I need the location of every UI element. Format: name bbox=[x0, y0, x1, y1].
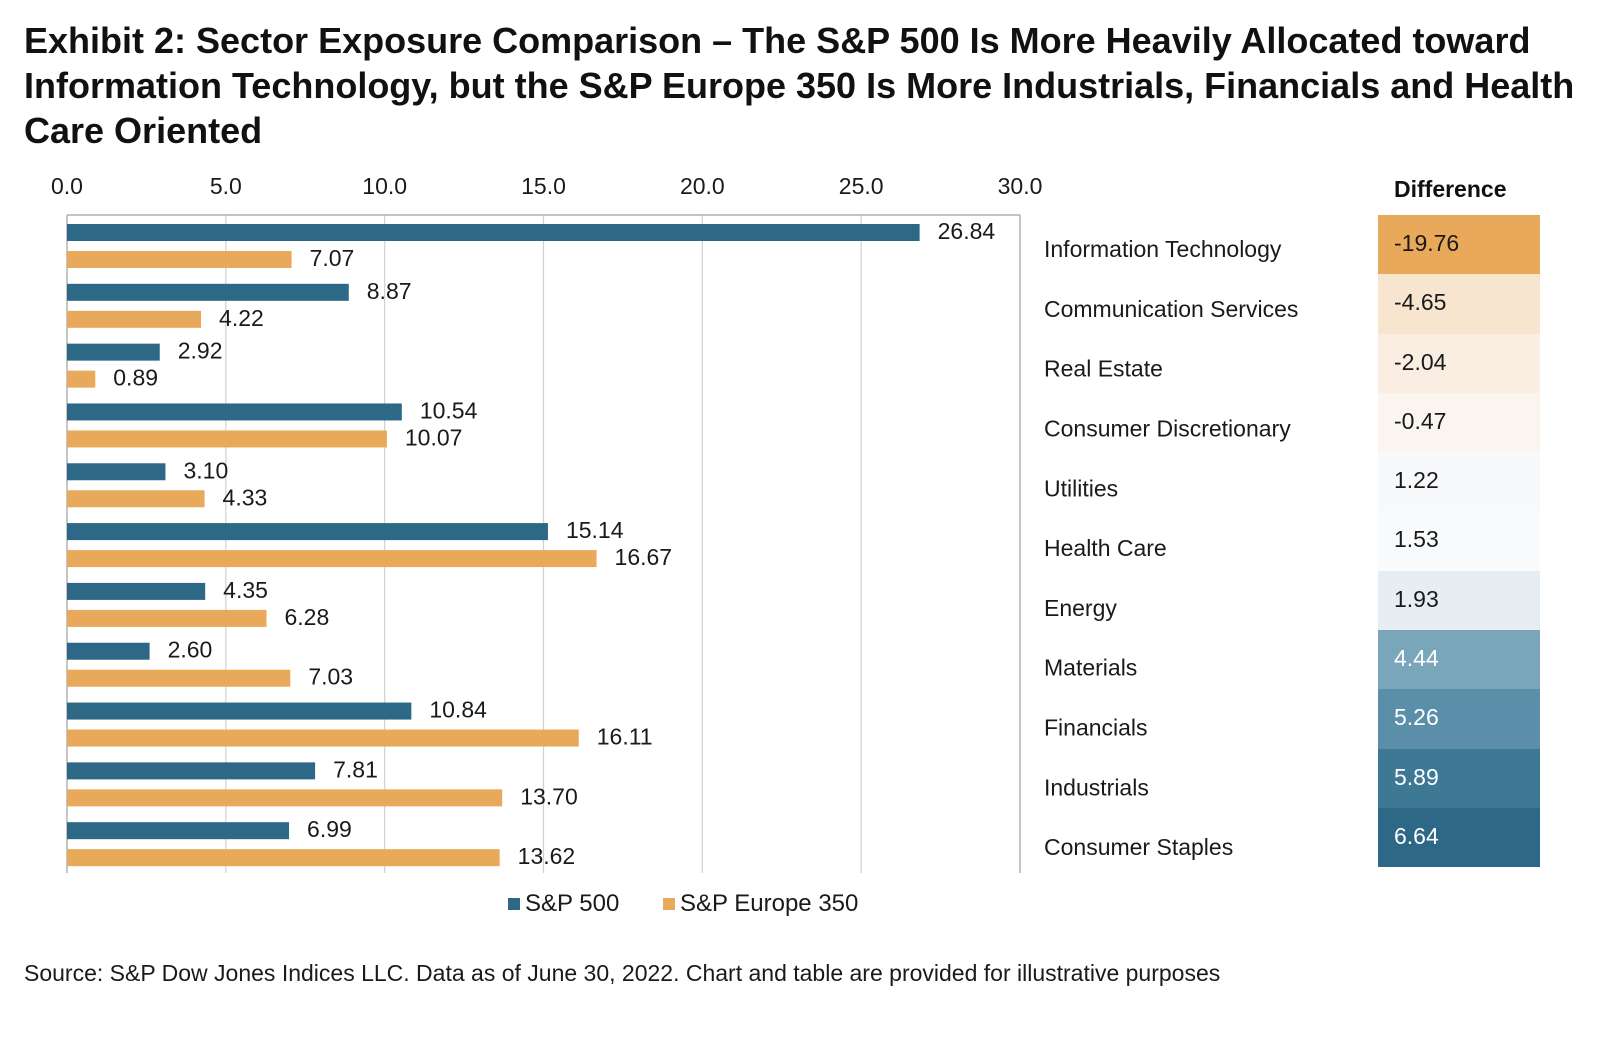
difference-value: 1.93 bbox=[1394, 585, 1439, 612]
bar-sp500 bbox=[67, 642, 150, 660]
category-label: Consumer Staples bbox=[1044, 834, 1233, 860]
difference-table: -19.76 -4.65 -2.04 -0.47 1.22 1.53 1.93 4.44 5.2… bbox=[1378, 215, 1540, 868]
data-label: 4.22 bbox=[219, 305, 264, 331]
x-tick-label: 25.0 bbox=[839, 173, 884, 199]
data-label: 4.33 bbox=[223, 484, 268, 510]
bar-sp500 bbox=[67, 343, 160, 361]
difference-cell: 4.44 bbox=[1378, 630, 1540, 690]
bar-sp500 bbox=[67, 582, 206, 600]
bar-europe350 bbox=[67, 490, 205, 508]
category-label: Communication Services bbox=[1044, 296, 1298, 322]
bar-europe350 bbox=[67, 849, 500, 867]
difference-value: -0.47 bbox=[1394, 407, 1447, 434]
category-label: Health Care bbox=[1044, 535, 1167, 561]
difference-cell: 1.93 bbox=[1378, 570, 1540, 631]
data-label: 4.35 bbox=[223, 577, 268, 603]
difference-value: 1.22 bbox=[1394, 467, 1439, 494]
data-label: 15.14 bbox=[566, 517, 624, 543]
category-labels: Information Technology Communication Serv… bbox=[1044, 236, 1298, 860]
difference-value: 5.89 bbox=[1394, 763, 1439, 790]
bars bbox=[67, 224, 920, 867]
difference-cell: -19.76 bbox=[1378, 215, 1540, 275]
category-label: Energy bbox=[1044, 595, 1117, 621]
data-label: 7.07 bbox=[310, 245, 355, 271]
difference-cell: -0.47 bbox=[1378, 392, 1540, 453]
bar-sp500 bbox=[67, 283, 349, 301]
x-tick-label: 20.0 bbox=[680, 173, 725, 199]
data-label: 10.54 bbox=[420, 397, 478, 423]
difference-value: -4.65 bbox=[1394, 289, 1447, 316]
bar-sp500 bbox=[67, 702, 412, 720]
source-note: Source: S&P Dow Jones Indices LLC. Data … bbox=[24, 960, 1221, 986]
x-tick-label: 5.0 bbox=[210, 173, 242, 199]
legend: S&P 500 S&P Europe 350 bbox=[508, 890, 858, 917]
data-label: 6.99 bbox=[307, 816, 352, 842]
category-label: Utilities bbox=[1044, 475, 1118, 501]
difference-cell: 5.89 bbox=[1378, 748, 1540, 808]
x-tick-label: 30.0 bbox=[998, 173, 1043, 199]
bar-chart: 0.0 5.0 10.0 15.0 20.0 25.0 30.0 26.84 7.07 8.87… bbox=[51, 173, 1298, 917]
difference-value: 1.53 bbox=[1394, 526, 1439, 553]
x-tick-label: 15.0 bbox=[521, 173, 566, 199]
difference-value: 6.64 bbox=[1394, 822, 1439, 849]
category-label: Information Technology bbox=[1044, 236, 1282, 262]
difference-cell: 5.26 bbox=[1378, 689, 1540, 749]
category-label: Consumer Discretionary bbox=[1044, 415, 1291, 441]
data-label: 2.92 bbox=[178, 338, 223, 364]
data-label: 16.11 bbox=[597, 724, 653, 750]
data-labels: 26.847.078.874.222.920.8910.5410.073.104… bbox=[113, 218, 995, 869]
data-label: 13.62 bbox=[518, 843, 576, 869]
bar-europe350 bbox=[67, 669, 291, 687]
data-label: 7.03 bbox=[308, 664, 353, 690]
data-label: 2.60 bbox=[168, 637, 213, 663]
bar-europe350 bbox=[67, 310, 202, 328]
difference-cell: 1.22 bbox=[1378, 452, 1540, 512]
bar-europe350 bbox=[67, 609, 267, 627]
bar-sp500 bbox=[67, 224, 920, 241]
bar-sp500 bbox=[67, 403, 402, 421]
bar-europe350 bbox=[67, 370, 96, 388]
legend-europe350-label: S&P Europe 350 bbox=[680, 890, 858, 917]
data-label: 8.87 bbox=[367, 278, 412, 304]
difference-value: -2.04 bbox=[1394, 348, 1447, 375]
bar-europe350 bbox=[67, 550, 597, 568]
chart-title: Exhibit 2: Sector Exposure Comparison – … bbox=[24, 20, 1575, 151]
category-label: Materials bbox=[1044, 655, 1137, 681]
data-label: 7.81 bbox=[333, 756, 378, 782]
bar-sp500 bbox=[67, 822, 290, 840]
difference-value: 5.26 bbox=[1394, 704, 1439, 731]
difference-cell: 6.64 bbox=[1378, 807, 1540, 868]
bar-europe350 bbox=[67, 789, 503, 807]
difference-value: -19.76 bbox=[1394, 230, 1460, 256]
difference-cell: 1.53 bbox=[1378, 511, 1540, 571]
data-label: 0.89 bbox=[113, 365, 158, 391]
category-label: Industrials bbox=[1044, 774, 1149, 800]
data-label: 10.84 bbox=[429, 697, 487, 723]
difference-value: 4.44 bbox=[1394, 645, 1439, 672]
difference-cell: -4.65 bbox=[1378, 274, 1540, 334]
data-label: 3.10 bbox=[183, 457, 228, 483]
bar-europe350 bbox=[67, 729, 579, 747]
data-label: 13.70 bbox=[520, 783, 578, 809]
legend-sp500-label: S&P 500 bbox=[525, 890, 619, 917]
category-label: Financials bbox=[1044, 715, 1148, 741]
bar-europe350 bbox=[67, 251, 292, 268]
difference-cell: -2.04 bbox=[1378, 333, 1540, 393]
x-tick-label: 0.0 bbox=[51, 173, 83, 199]
x-tick-label: 10.0 bbox=[362, 173, 407, 199]
bar-sp500 bbox=[67, 463, 166, 481]
bar-sp500 bbox=[67, 762, 316, 780]
bar-sp500 bbox=[67, 523, 548, 541]
difference-header: Difference bbox=[1394, 176, 1507, 202]
data-label: 26.84 bbox=[938, 218, 996, 244]
data-label: 6.28 bbox=[284, 604, 329, 630]
legend-sp500-swatch bbox=[508, 898, 520, 910]
data-label: 10.07 bbox=[405, 424, 463, 450]
bar-europe350 bbox=[67, 430, 387, 448]
x-axis-ticks: 0.0 5.0 10.0 15.0 20.0 25.0 30.0 bbox=[51, 173, 1042, 199]
category-label: Real Estate bbox=[1044, 356, 1163, 382]
data-label: 16.67 bbox=[615, 544, 673, 570]
legend-europe350-swatch bbox=[663, 898, 675, 910]
